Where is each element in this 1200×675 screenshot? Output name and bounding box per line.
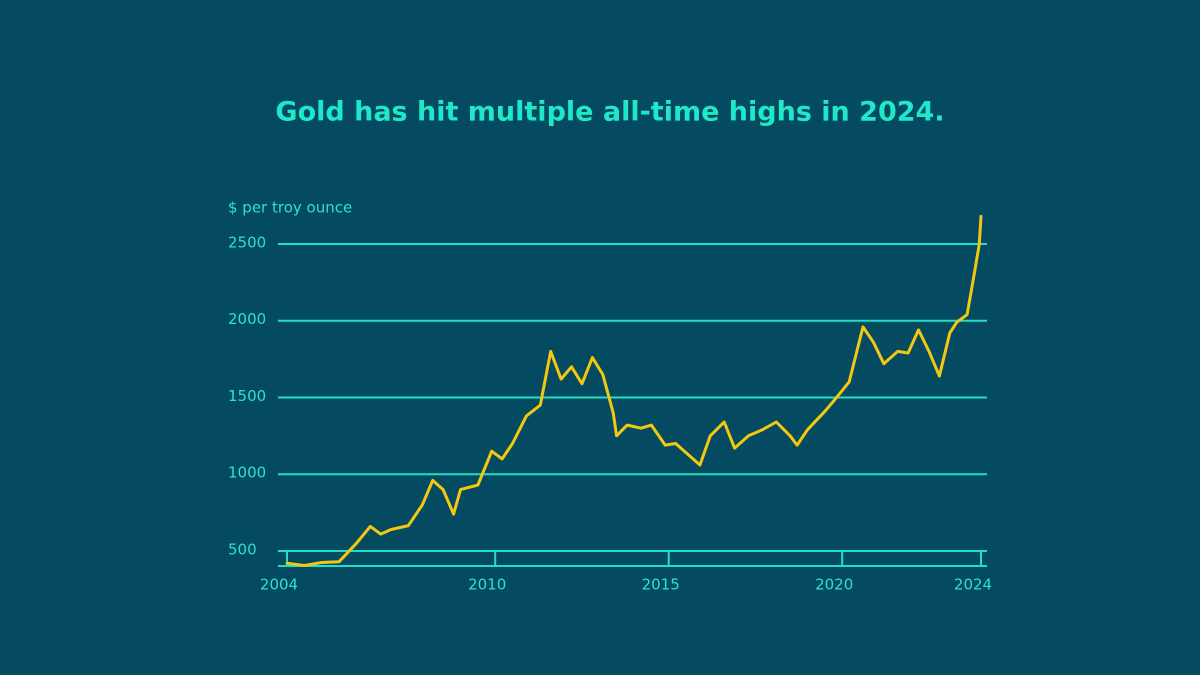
y-tick-label: 1500 <box>228 387 266 405</box>
x-tick-label: 2010 <box>468 576 506 594</box>
price-line <box>285 214 983 567</box>
y-tick-label: 2000 <box>228 310 266 328</box>
y-tick-label: 2500 <box>228 233 266 251</box>
y-axis-label: $ per troy ounce <box>228 199 352 217</box>
x-tick-label: 2015 <box>642 576 680 594</box>
y-tick-label: 1000 <box>228 464 266 482</box>
x-tick-label: 2020 <box>815 576 853 594</box>
x-tick-label: 2024 <box>954 576 992 594</box>
x-tick-label: 2004 <box>260 576 298 594</box>
y-tick-label: 500 <box>228 540 257 558</box>
chart-title: Gold has hit multiple all-time highs in … <box>275 97 944 128</box>
